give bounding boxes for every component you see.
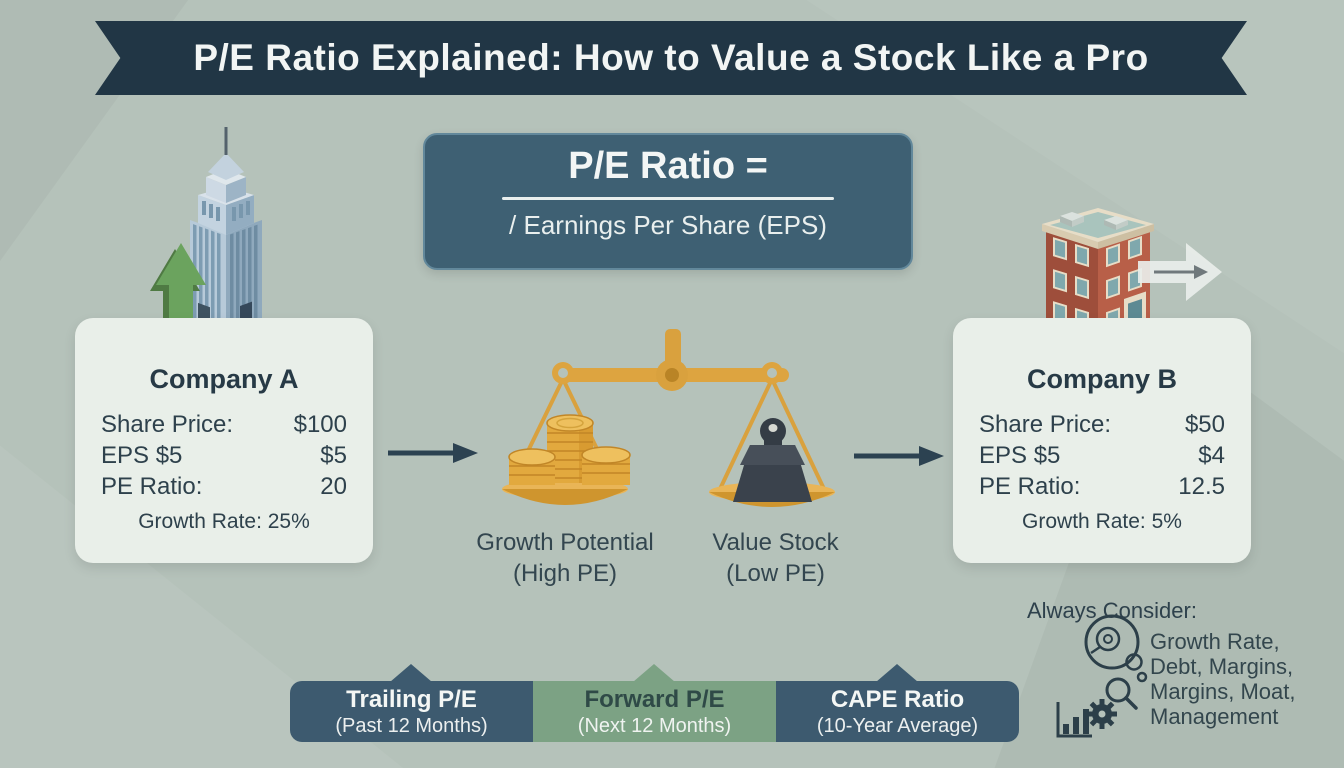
label-line: (High PE) <box>512 560 618 587</box>
label-line: (Low PE) <box>726 560 825 587</box>
title-ribbon: P/E Ratio Explained: How to Value a Stoc… <box>95 21 1247 95</box>
small-circle-icon <box>1125 653 1143 671</box>
pale-right-arrow-icon <box>1138 243 1222 301</box>
row-label: Share Price: <box>101 411 234 438</box>
low-pe-label: Value Stock (Low PE) <box>688 527 863 589</box>
magnifier-icon <box>1095 626 1121 652</box>
company-a-card: Company A Share Price: $100 EPS $5 $5 PE… <box>75 318 373 563</box>
row-value: $100 <box>293 411 347 438</box>
brick-building-icon <box>1034 208 1162 363</box>
row-value: $5 <box>320 442 347 469</box>
growth-rate-note: Growth Rate: 5% <box>1022 510 1182 533</box>
right-arrow-icon <box>854 446 944 466</box>
always-consider-section: Always Consider: <box>1025 598 1335 758</box>
label-line: Value Stock <box>712 529 839 556</box>
company-b-card: Company B Share Price: $50 EPS $5 $4 PE … <box>953 318 1251 563</box>
bubble-icon <box>1084 614 1140 670</box>
pe-segments: Trailing P/E (Past 12 Months) Forward P/… <box>290 681 1019 742</box>
forward-pe-segment: Forward P/E (Next 12 Months) <box>533 681 776 742</box>
segment-title: CAPE Ratio <box>830 686 965 713</box>
dot-icon <box>1136 671 1148 683</box>
row-label: PE Ratio: <box>101 473 203 500</box>
always-consider-list: Growth Rate, Debt, Margins, Margins, Moa… <box>1150 629 1296 729</box>
bar-chart-icon <box>1063 709 1089 734</box>
high-pe-label: Growth Potential (High PE) <box>470 527 660 589</box>
row-label: Share Price: <box>979 411 1112 438</box>
table-row: Share Price: $50 <box>979 409 1225 440</box>
chart-axis <box>1056 702 1092 738</box>
right-arrow-icon <box>388 443 478 463</box>
search-icon <box>1105 677 1131 703</box>
company-b-name: Company B <box>1026 364 1178 394</box>
row-value: 12.5 <box>1178 473 1225 500</box>
window-grid <box>1053 237 1089 332</box>
page-title: P/E Ratio Explained: How to Value a Stoc… <box>193 37 1149 78</box>
table-row: EPS $5 $4 <box>979 440 1225 471</box>
growth-rate-note: Growth Rate: 25% <box>138 510 310 533</box>
row-value: $4 <box>1198 442 1225 469</box>
weight-icon <box>733 418 812 502</box>
pe-types-bar: Trailing P/E (Past 12 Months) Forward P/… <box>290 662 1019 742</box>
table-row: PE Ratio: 12.5 <box>979 471 1225 502</box>
cape-ratio-segment: CAPE Ratio (10-Year Average) <box>776 681 1019 742</box>
segment-subtitle: (Past 12 Months) <box>335 715 488 737</box>
row-label: EPS $5 <box>979 442 1061 469</box>
pointer-triangle <box>876 664 918 682</box>
list-item: Management <box>1150 704 1279 729</box>
balance-scale-icon <box>502 329 835 507</box>
pointer-triangle <box>390 664 432 682</box>
label-line: Growth Potential <box>476 529 654 556</box>
formula-denominator: / Earnings Per Share (EPS) <box>509 210 827 240</box>
list-item: Growth Rate, <box>1150 629 1280 654</box>
list-item: Margins, Moat, <box>1150 679 1296 704</box>
table-row: PE Ratio: 20 <box>101 471 347 502</box>
segment-subtitle: (10-Year Average) <box>816 715 979 737</box>
list-item: Debt, Margins, <box>1150 654 1294 679</box>
coin-stack-icon <box>508 414 631 485</box>
segment-title: Trailing P/E <box>346 686 477 713</box>
gear-icon <box>1087 699 1117 729</box>
pe-formula-box: P/E Ratio = / Earnings Per Share (EPS) <box>423 133 913 270</box>
row-value: 20 <box>320 473 347 500</box>
analysis-icons <box>1056 614 1148 738</box>
always-consider-heading: Always Consider: <box>1027 598 1197 623</box>
row-label: PE Ratio: <box>979 473 1081 500</box>
segment-title: Forward P/E <box>584 686 725 713</box>
pointer-triangle <box>633 664 675 682</box>
formula-numerator: P/E Ratio = <box>568 145 768 187</box>
table-row: EPS $5 $5 <box>101 440 347 471</box>
segment-subtitle: (Next 12 Months) <box>577 715 732 737</box>
trailing-pe-segment: Trailing P/E (Past 12 Months) <box>290 681 533 742</box>
company-a-name: Company A <box>149 364 299 394</box>
row-label: EPS $5 <box>101 442 183 469</box>
fraction-bar <box>502 197 834 200</box>
table-row: Share Price: $100 <box>101 409 347 440</box>
row-value: $50 <box>1184 411 1225 438</box>
green-up-arrow-icon <box>150 243 206 339</box>
